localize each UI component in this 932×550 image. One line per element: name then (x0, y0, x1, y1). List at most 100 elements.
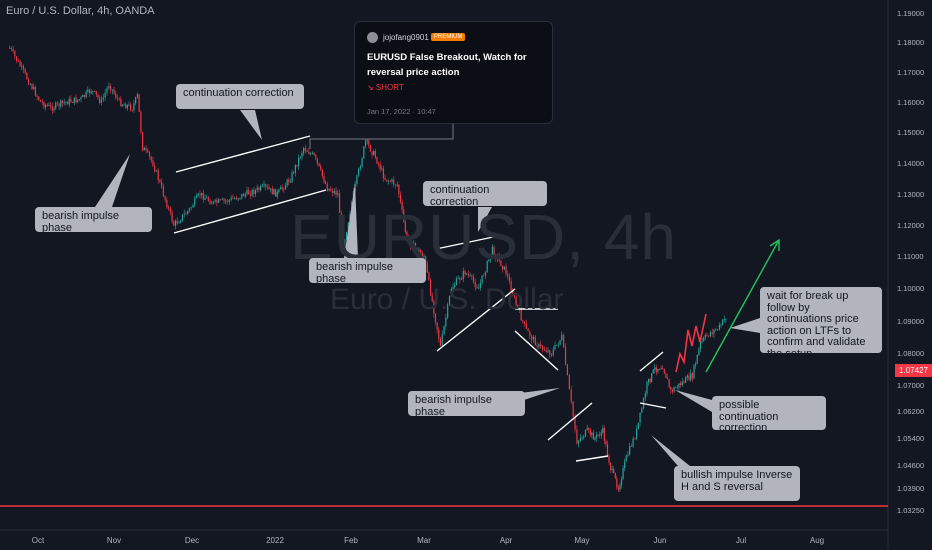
candle-body (157, 170, 159, 181)
annotation-bullish-impulse[interactable]: bullish impulse Inverse H and S reversal (674, 466, 800, 501)
candle-body (520, 309, 522, 321)
trendline[interactable] (639, 402, 667, 409)
candle-body (296, 165, 298, 167)
candle-body (241, 193, 243, 198)
candle-body (75, 97, 77, 103)
candle-body (393, 179, 395, 185)
candle-body (125, 104, 127, 109)
candle-body (389, 180, 391, 182)
trendline[interactable] (435, 235, 499, 250)
candle-body (363, 146, 365, 159)
candle-body (464, 271, 466, 275)
candle-body (41, 101, 43, 103)
candle-body (543, 349, 545, 351)
candle-body (24, 69, 26, 73)
candle-body (48, 105, 50, 106)
candle-body (142, 132, 144, 151)
author-avatar[interactable] (367, 32, 378, 43)
candle-body (436, 322, 438, 330)
annotation-bearish-impulse-3[interactable]: bearish impulse phase (408, 391, 525, 417)
candle-body (479, 282, 481, 289)
candle-body (652, 369, 654, 374)
candle-body (401, 201, 403, 210)
candle-body (249, 194, 252, 196)
candle-body (382, 168, 385, 178)
candle-body (288, 179, 290, 183)
idea-card[interactable]: jojofang0901 PREMIUM EURUSD False Breako… (354, 21, 553, 124)
candle-body (174, 220, 177, 226)
candle-body (301, 152, 303, 158)
annotation-wait-note[interactable]: wait for break up follow by continuation… (760, 287, 882, 359)
candle-body (711, 332, 713, 334)
candle-body (100, 99, 102, 103)
candle-body (164, 196, 166, 200)
candle-body (258, 187, 260, 191)
trendline[interactable] (175, 135, 311, 173)
candle-body (589, 429, 591, 436)
annotation-bearish-impulse-2[interactable]: bearish impulse phase (309, 258, 426, 284)
candle-body (411, 246, 413, 249)
candle-body (613, 468, 615, 473)
annotation-continuation-correction-1[interactable]: continuation correction (176, 84, 304, 109)
candle-body (204, 197, 206, 200)
annotation-bearish-impulse-1[interactable]: bearish impulse phase (35, 207, 152, 233)
candle-body (448, 296, 451, 305)
candle-body (433, 301, 435, 314)
idea-title[interactable]: EURUSD False Breakout, Watch for reversa… (367, 52, 527, 78)
candle-body (168, 207, 170, 209)
candle-body (340, 213, 342, 227)
candle-body (668, 379, 670, 387)
annotation-continuation-correction-2[interactable]: continuation correction (423, 181, 547, 207)
candle-body (371, 151, 373, 155)
trendline[interactable] (514, 330, 559, 371)
candle-body (471, 275, 473, 277)
candle-body (268, 187, 270, 190)
y-tick-label: 1.04600 (897, 461, 924, 470)
x-tick-label: Jun (654, 536, 667, 545)
candle-body (699, 341, 702, 349)
trendline[interactable] (173, 189, 327, 234)
candle-body (143, 148, 145, 151)
trendline[interactable] (547, 402, 593, 441)
candle-body (356, 175, 358, 184)
candle-body (51, 106, 53, 111)
watermark-description: Euro / U.S. Dollar (330, 283, 564, 316)
candle-body (586, 428, 588, 430)
candle-body (381, 168, 383, 170)
author-name[interactable]: jojofang0901 (383, 33, 429, 42)
callout-pointer (730, 318, 760, 333)
candle-body (660, 368, 662, 370)
candle-body (120, 98, 122, 107)
candle-body (416, 248, 418, 252)
candle-body (429, 279, 432, 296)
candle-body (646, 382, 648, 394)
candle-body (14, 51, 16, 57)
candle-body (173, 221, 175, 226)
candle-body (683, 381, 685, 383)
candle-body (16, 56, 18, 62)
candle-body (703, 337, 705, 341)
candle-body (135, 97, 137, 104)
candle-body (17, 61, 19, 62)
candle-body (572, 401, 574, 417)
candle-body (328, 188, 330, 191)
candle-body (547, 350, 549, 353)
candle-body (344, 239, 346, 251)
candle-body (512, 291, 514, 296)
candle-body (713, 329, 715, 334)
y-tick-label: 1.11000 (897, 252, 924, 261)
trendline[interactable] (575, 455, 609, 462)
trendline[interactable] (639, 351, 664, 372)
candle-body (454, 284, 456, 288)
candle-body (147, 150, 149, 152)
candle-body (428, 272, 430, 280)
annotation-possible-continuation[interactable]: possible continuation correction (712, 396, 826, 434)
candle-body (251, 189, 253, 196)
candle-body (55, 102, 57, 109)
trendline[interactable] (436, 288, 516, 352)
candle-body (551, 354, 553, 356)
candle-body (211, 203, 213, 205)
candle-body (248, 190, 250, 195)
candle-body (644, 393, 646, 399)
